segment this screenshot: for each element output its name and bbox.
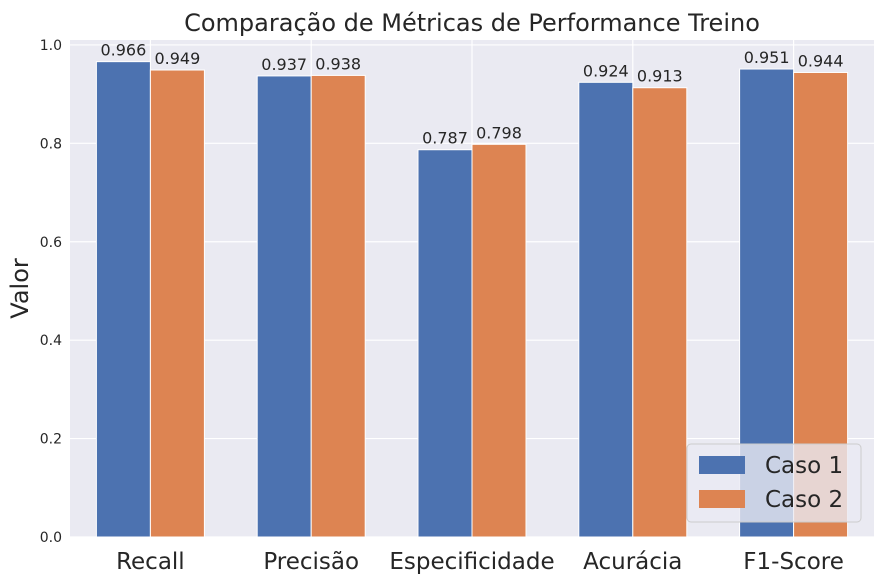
- legend-label: Caso 2: [765, 487, 843, 513]
- bars: [95, 61, 849, 538]
- x-tick-label: Acurácia: [583, 549, 682, 575]
- bar: [471, 143, 527, 538]
- data-label: 0.913: [637, 67, 683, 86]
- data-label: 0.798: [476, 123, 522, 142]
- data-label: 0.944: [798, 51, 844, 70]
- y-tick-label: 0.0: [40, 530, 62, 546]
- bar: [256, 75, 312, 538]
- data-label: 0.924: [583, 61, 629, 80]
- bar: [632, 87, 688, 538]
- y-tick-label: 1.0: [40, 38, 62, 54]
- y-tick-label: 0.4: [40, 333, 62, 349]
- legend-swatch: [699, 456, 745, 474]
- legend-swatch: [699, 490, 745, 508]
- bar: [310, 74, 366, 538]
- x-tick-label: Recall: [116, 549, 185, 575]
- data-labels: 0.966 0.937 0.787 0.924 0.951 0.949 0.938 0.798…: [100, 41, 843, 148]
- bar: [149, 69, 205, 538]
- bar: [95, 61, 151, 538]
- x-tick-label: F1-Score: [743, 549, 844, 575]
- chart-title: Comparação de Métricas de Performance Tr…: [184, 9, 760, 37]
- x-tick-label: Precisão: [263, 549, 359, 575]
- legend: Caso 1 Caso 2: [686, 443, 862, 523]
- data-label: 0.938: [315, 54, 361, 73]
- data-label: 0.951: [744, 48, 790, 67]
- legend-label: Caso 1: [765, 453, 843, 479]
- data-label: 0.787: [422, 129, 468, 148]
- y-axis-label: Valor: [6, 258, 34, 319]
- y-tick-label: 0.8: [40, 136, 62, 152]
- x-axis-ticks: Recall Precisão Especificidade Acurácia F1-S…: [116, 549, 844, 575]
- data-label: 0.949: [154, 49, 200, 68]
- data-label: 0.966: [100, 41, 146, 60]
- y-axis-ticks: 0.0 0.2 0.4 0.6 0.8 1.0: [40, 38, 62, 546]
- bar: [417, 149, 473, 538]
- bar: [578, 81, 634, 538]
- x-tick-label: Especificidade: [389, 549, 554, 575]
- data-label: 0.937: [261, 55, 307, 74]
- y-tick-label: 0.2: [40, 432, 62, 448]
- y-tick-label: 0.6: [40, 235, 62, 251]
